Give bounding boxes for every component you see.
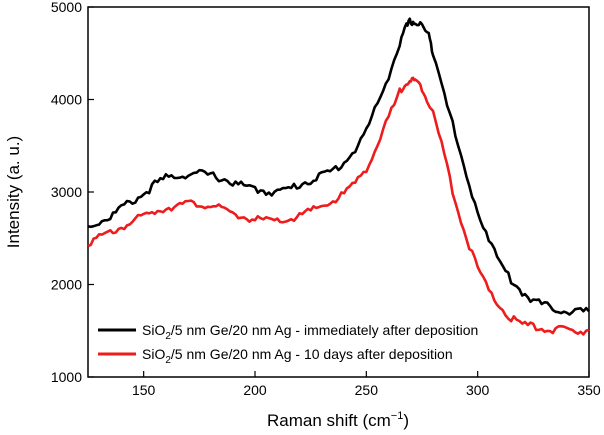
axis-ticks: 150 200 250 300 350 1000 2000 3000 4000 5000 (51, 0, 601, 398)
y-tick-label: 5000 (51, 0, 82, 15)
series-line-immediately (87, 17, 590, 316)
series-layer (87, 17, 590, 336)
legend: SiO2/5 nm Ge/20 nm Ag - immediately afte… (98, 322, 478, 366)
x-tick-label: 250 (355, 382, 379, 398)
x-axis-title: Raman shift (cm−1) (267, 410, 409, 430)
y-tick-label: 1000 (51, 369, 82, 385)
legend-label-10-days: SiO2/5 nm Ge/20 nm Ag - 10 days after de… (142, 346, 453, 366)
y-tick-label: 4000 (51, 92, 82, 108)
x-tick-label: 200 (243, 382, 267, 398)
x-tick-label: 150 (132, 382, 156, 398)
legend-label-immediately: SiO2/5 nm Ge/20 nm Ag - immediately afte… (142, 322, 478, 342)
series-line-10-days (87, 76, 590, 336)
y-tick-label: 3000 (51, 184, 82, 200)
x-tick-label: 300 (466, 382, 490, 398)
x-tick-label: 350 (577, 382, 601, 398)
y-axis-title: Intensity (a. u.) (4, 136, 23, 248)
y-tick-label: 2000 (51, 277, 82, 293)
